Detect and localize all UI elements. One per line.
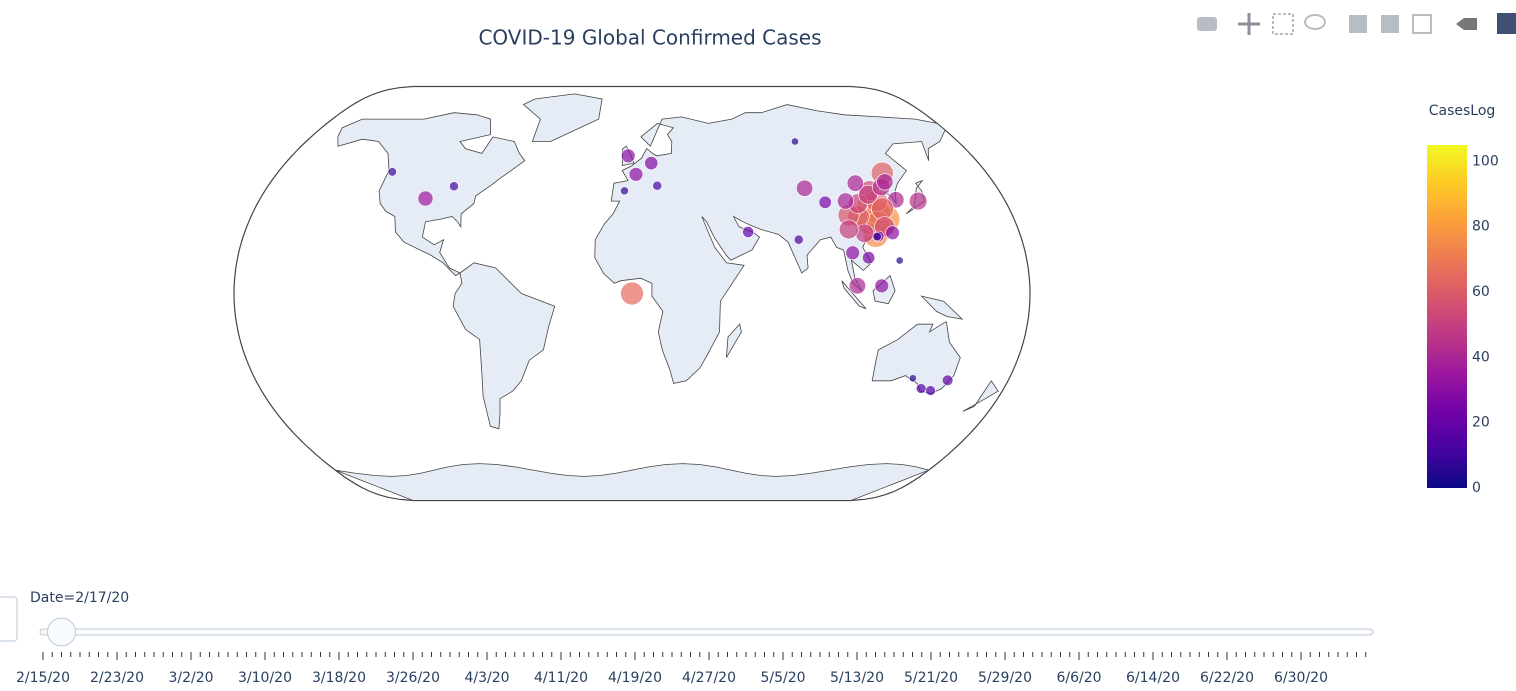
- colorbar-tick-label: 80: [1472, 219, 1490, 235]
- hover-icon[interactable]: [1456, 18, 1477, 30]
- colorbar-tick-label: 20: [1472, 415, 1490, 431]
- land: [335, 93, 999, 501]
- bubble: [862, 251, 876, 265]
- slider-label: 4/27/20: [682, 670, 736, 686]
- bubble: [449, 181, 459, 192]
- slider-label: 4/3/20: [464, 670, 509, 686]
- map: [233, 85, 1031, 502]
- bubble: [652, 180, 663, 191]
- bubble: [895, 256, 904, 265]
- bubble: [620, 281, 644, 306]
- slider-label: 5/21/20: [904, 670, 958, 686]
- bubble: [845, 245, 860, 260]
- land-shape: [962, 380, 999, 412]
- bubble: [837, 192, 855, 210]
- slider-label: 4/19/20: [608, 670, 662, 686]
- camera-icon[interactable]: [1197, 17, 1217, 31]
- bubble: [846, 174, 864, 192]
- chart-title: COVID-19 Global Confirmed Cases: [478, 26, 821, 50]
- bubble: [791, 137, 799, 146]
- slider-label: 3/2/20: [168, 670, 213, 686]
- slider-label: 6/22/20: [1200, 670, 1254, 686]
- bubble: [925, 385, 936, 396]
- play-button[interactable]: [0, 596, 18, 642]
- bubble: [874, 278, 889, 294]
- slider-label: 4/11/20: [534, 670, 588, 686]
- colorbar-title: CasesLog: [1429, 103, 1496, 119]
- bubble: [793, 234, 804, 245]
- slider-label: 5/13/20: [830, 670, 884, 686]
- bubble: [876, 173, 894, 191]
- lasso-icon[interactable]: [1304, 14, 1326, 30]
- land-shape: [841, 280, 867, 310]
- colorbar: [1427, 145, 1467, 488]
- bubble: [885, 225, 900, 240]
- bubble: [872, 231, 882, 242]
- modebar[interactable]: [1197, 13, 1516, 35]
- bubble: [644, 156, 659, 171]
- pan-icon[interactable]: [1238, 13, 1260, 35]
- zoom-out-icon[interactable]: [1381, 15, 1399, 33]
- colorbar-tick-label: 0: [1472, 480, 1481, 496]
- land-shape: [726, 323, 742, 358]
- slider-label: 3/18/20: [312, 670, 366, 686]
- slider-knob[interactable]: [47, 617, 76, 647]
- slider-label: 5/29/20: [978, 670, 1032, 686]
- slider-prefix: Date=: [30, 590, 75, 606]
- slider-label: 2/23/20: [90, 670, 144, 686]
- bubble: [838, 219, 859, 240]
- slider-label: 5/5/20: [760, 670, 805, 686]
- slider-label: 3/10/20: [238, 670, 292, 686]
- select-icon[interactable]: [1272, 13, 1294, 35]
- slider-value: 2/17/20: [75, 590, 129, 606]
- colorbar-tick-label: 40: [1472, 349, 1490, 365]
- bubble: [915, 383, 927, 394]
- slider-current: Date=2/17/20: [30, 590, 129, 606]
- slider-label: 2/15/20: [16, 670, 70, 686]
- bubble: [908, 191, 928, 211]
- land-shape: [522, 93, 603, 142]
- bubble: [417, 190, 434, 207]
- bubble: [818, 195, 832, 209]
- land-shape: [335, 463, 931, 501]
- slider-label: 6/14/20: [1126, 670, 1180, 686]
- colorbar-tick-label: 60: [1472, 284, 1490, 300]
- bubble: [742, 226, 755, 238]
- bubble: [848, 277, 866, 295]
- bubble: [621, 148, 636, 163]
- bubble: [620, 186, 629, 196]
- points: [387, 137, 954, 396]
- colorbar-tick-label: 100: [1472, 153, 1499, 169]
- bubble: [908, 374, 917, 383]
- bubble: [796, 179, 814, 197]
- land-shape: [452, 262, 556, 430]
- bubble: [387, 167, 397, 177]
- slider-label: 6/30/20: [1274, 670, 1328, 686]
- land-shape: [871, 321, 961, 395]
- zoom-in-icon[interactable]: [1349, 15, 1367, 33]
- land-shape: [920, 295, 964, 320]
- bubble: [941, 374, 954, 386]
- bubble: [628, 167, 644, 182]
- plotly-logo[interactable]: [1497, 13, 1516, 34]
- slider-label: 6/6/20: [1056, 670, 1101, 686]
- slider-track[interactable]: [39, 628, 1374, 636]
- reset-icon[interactable]: [1412, 14, 1432, 34]
- slider-label: 3/26/20: [386, 670, 440, 686]
